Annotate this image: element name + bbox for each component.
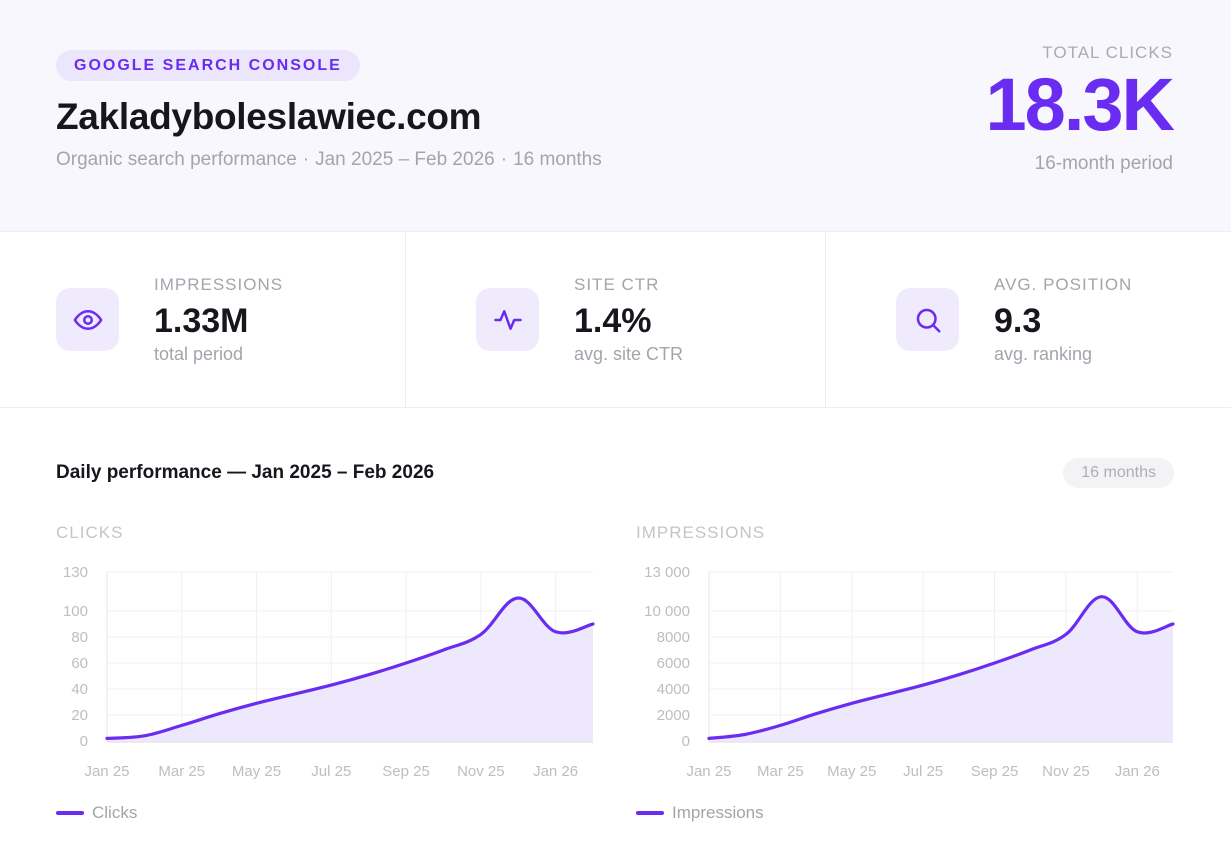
- metric-label: SITE CTR: [574, 275, 660, 294]
- x-tick-label: Jan 25: [686, 763, 731, 780]
- legend-label: Clicks: [92, 803, 138, 822]
- y-tick-label: 2000: [657, 707, 690, 724]
- metric-caption: total period: [154, 344, 244, 364]
- y-tick-label: 8000: [657, 629, 690, 646]
- x-tick-label: Nov 25: [457, 763, 505, 780]
- x-tick-label: May 25: [232, 763, 281, 780]
- x-tick-label: Sep 25: [971, 763, 1019, 780]
- subtitle: Organic search performance · Jan 2025 – Fe…: [56, 149, 602, 171]
- series-area: [107, 597, 593, 742]
- series-line: [707, 595, 1175, 740]
- x-tick-label: Mar 25: [158, 763, 205, 780]
- y-tick-label: 0: [80, 733, 88, 750]
- y-tick-label: 4000: [657, 681, 690, 698]
- subtitle-duration: 16 months: [513, 149, 602, 170]
- activity-icon: [476, 288, 539, 351]
- metric-caption: avg. ranking: [994, 344, 1093, 364]
- y-tick-label: 100: [63, 603, 88, 620]
- x-tick-label: Jan 25: [84, 763, 129, 780]
- metric-impressions: IMPRESSIONS 1.33M total period: [0, 233, 405, 408]
- x-tick-label: Jul 25: [903, 763, 943, 780]
- legend-swatch: [56, 811, 84, 815]
- subtitle-description: Organic search performance: [56, 149, 297, 170]
- subtitle-date-range: Jan 2025 – Feb 2026: [315, 149, 495, 170]
- y-tick-label: 40: [71, 681, 88, 698]
- impressions-chart: 0 2000 4000 6000 8000 10 000 13 000 Jan 25 Mar 2…: [644, 564, 1175, 780]
- y-tick-label: 10 000: [644, 603, 690, 620]
- y-tick-label: 6000: [657, 655, 690, 672]
- metric-value: 9.3: [994, 302, 1042, 340]
- total-clicks-value: 18.3K: [985, 63, 1175, 146]
- metrics-row: IMPRESSIONS 1.33M total period SITE CTR …: [0, 233, 1231, 408]
- y-tick-label: 0: [682, 733, 690, 750]
- y-tick-label: 80: [71, 629, 88, 646]
- search-icon: [896, 288, 959, 351]
- y-tick-label: 20: [71, 707, 88, 724]
- metric-value: 1.33M: [154, 302, 249, 340]
- eye-icon: [56, 288, 119, 351]
- x-tick-label: Sep 25: [382, 763, 430, 780]
- clicks-chart-title: CLICKS: [56, 523, 124, 542]
- x-tick-label: Jan 26: [533, 763, 578, 780]
- y-tick-label: 13 000: [644, 564, 690, 581]
- x-tick-label: Mar 25: [757, 763, 804, 780]
- legend-swatch: [636, 811, 664, 815]
- x-tick-label: Jan 26: [1115, 763, 1160, 780]
- series-area: [709, 596, 1173, 742]
- impressions-chart-title: IMPRESSIONS: [636, 523, 766, 542]
- series-line: [105, 596, 595, 740]
- subtitle-separator: ·: [302, 149, 310, 170]
- metric-site-ctr: SITE CTR 1.4% avg. site CTR: [405, 233, 825, 408]
- site-title: Zakladyboleslawiec.com: [56, 96, 482, 137]
- impressions-legend: Impressions: [636, 803, 764, 823]
- metric-value: 1.4%: [574, 302, 652, 340]
- y-tick-label: 60: [71, 655, 88, 672]
- metric-label: IMPRESSIONS: [154, 275, 284, 294]
- x-tick-label: Nov 25: [1042, 763, 1090, 780]
- metric-avg-position: AVG. POSITION 9.3 avg. ranking: [825, 233, 1231, 408]
- performance-title: Daily performance — Jan 2025 – Feb 2026: [56, 462, 435, 483]
- total-clicks-label: TOTAL CLICKS: [1042, 43, 1173, 62]
- legend-label: Impressions: [672, 803, 764, 822]
- x-tick-label: May 25: [827, 763, 876, 780]
- metric-caption: avg. site CTR: [574, 344, 684, 364]
- total-clicks-period: 16-month period: [1034, 153, 1173, 174]
- source-badge: GOOGLE SEARCH CONSOLE: [56, 50, 360, 81]
- x-tick-label: Jul 25: [311, 763, 351, 780]
- subtitle-separator: ·: [500, 149, 508, 170]
- metric-label: AVG. POSITION: [994, 275, 1133, 294]
- clicks-chart: 0 20 40 60 80 100 130 Jan 25 Mar 25 May 25 Jul 25 S…: [63, 564, 595, 780]
- period-pill: 16 months: [1063, 458, 1174, 488]
- clicks-legend: Clicks: [56, 803, 137, 823]
- y-tick-label: 130: [63, 564, 88, 581]
- hero-card: GOOGLE SEARCH CONSOLE Zakladyboleslawiec…: [0, 0, 1231, 232]
